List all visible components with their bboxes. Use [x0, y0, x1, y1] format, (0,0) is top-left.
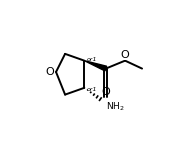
Text: O: O [102, 87, 110, 97]
Polygon shape [84, 61, 107, 71]
Text: O: O [45, 67, 54, 77]
Text: O: O [121, 50, 129, 60]
Text: NH$_2$: NH$_2$ [106, 100, 125, 113]
Text: or1: or1 [87, 57, 98, 62]
Text: or1: or1 [87, 87, 98, 92]
